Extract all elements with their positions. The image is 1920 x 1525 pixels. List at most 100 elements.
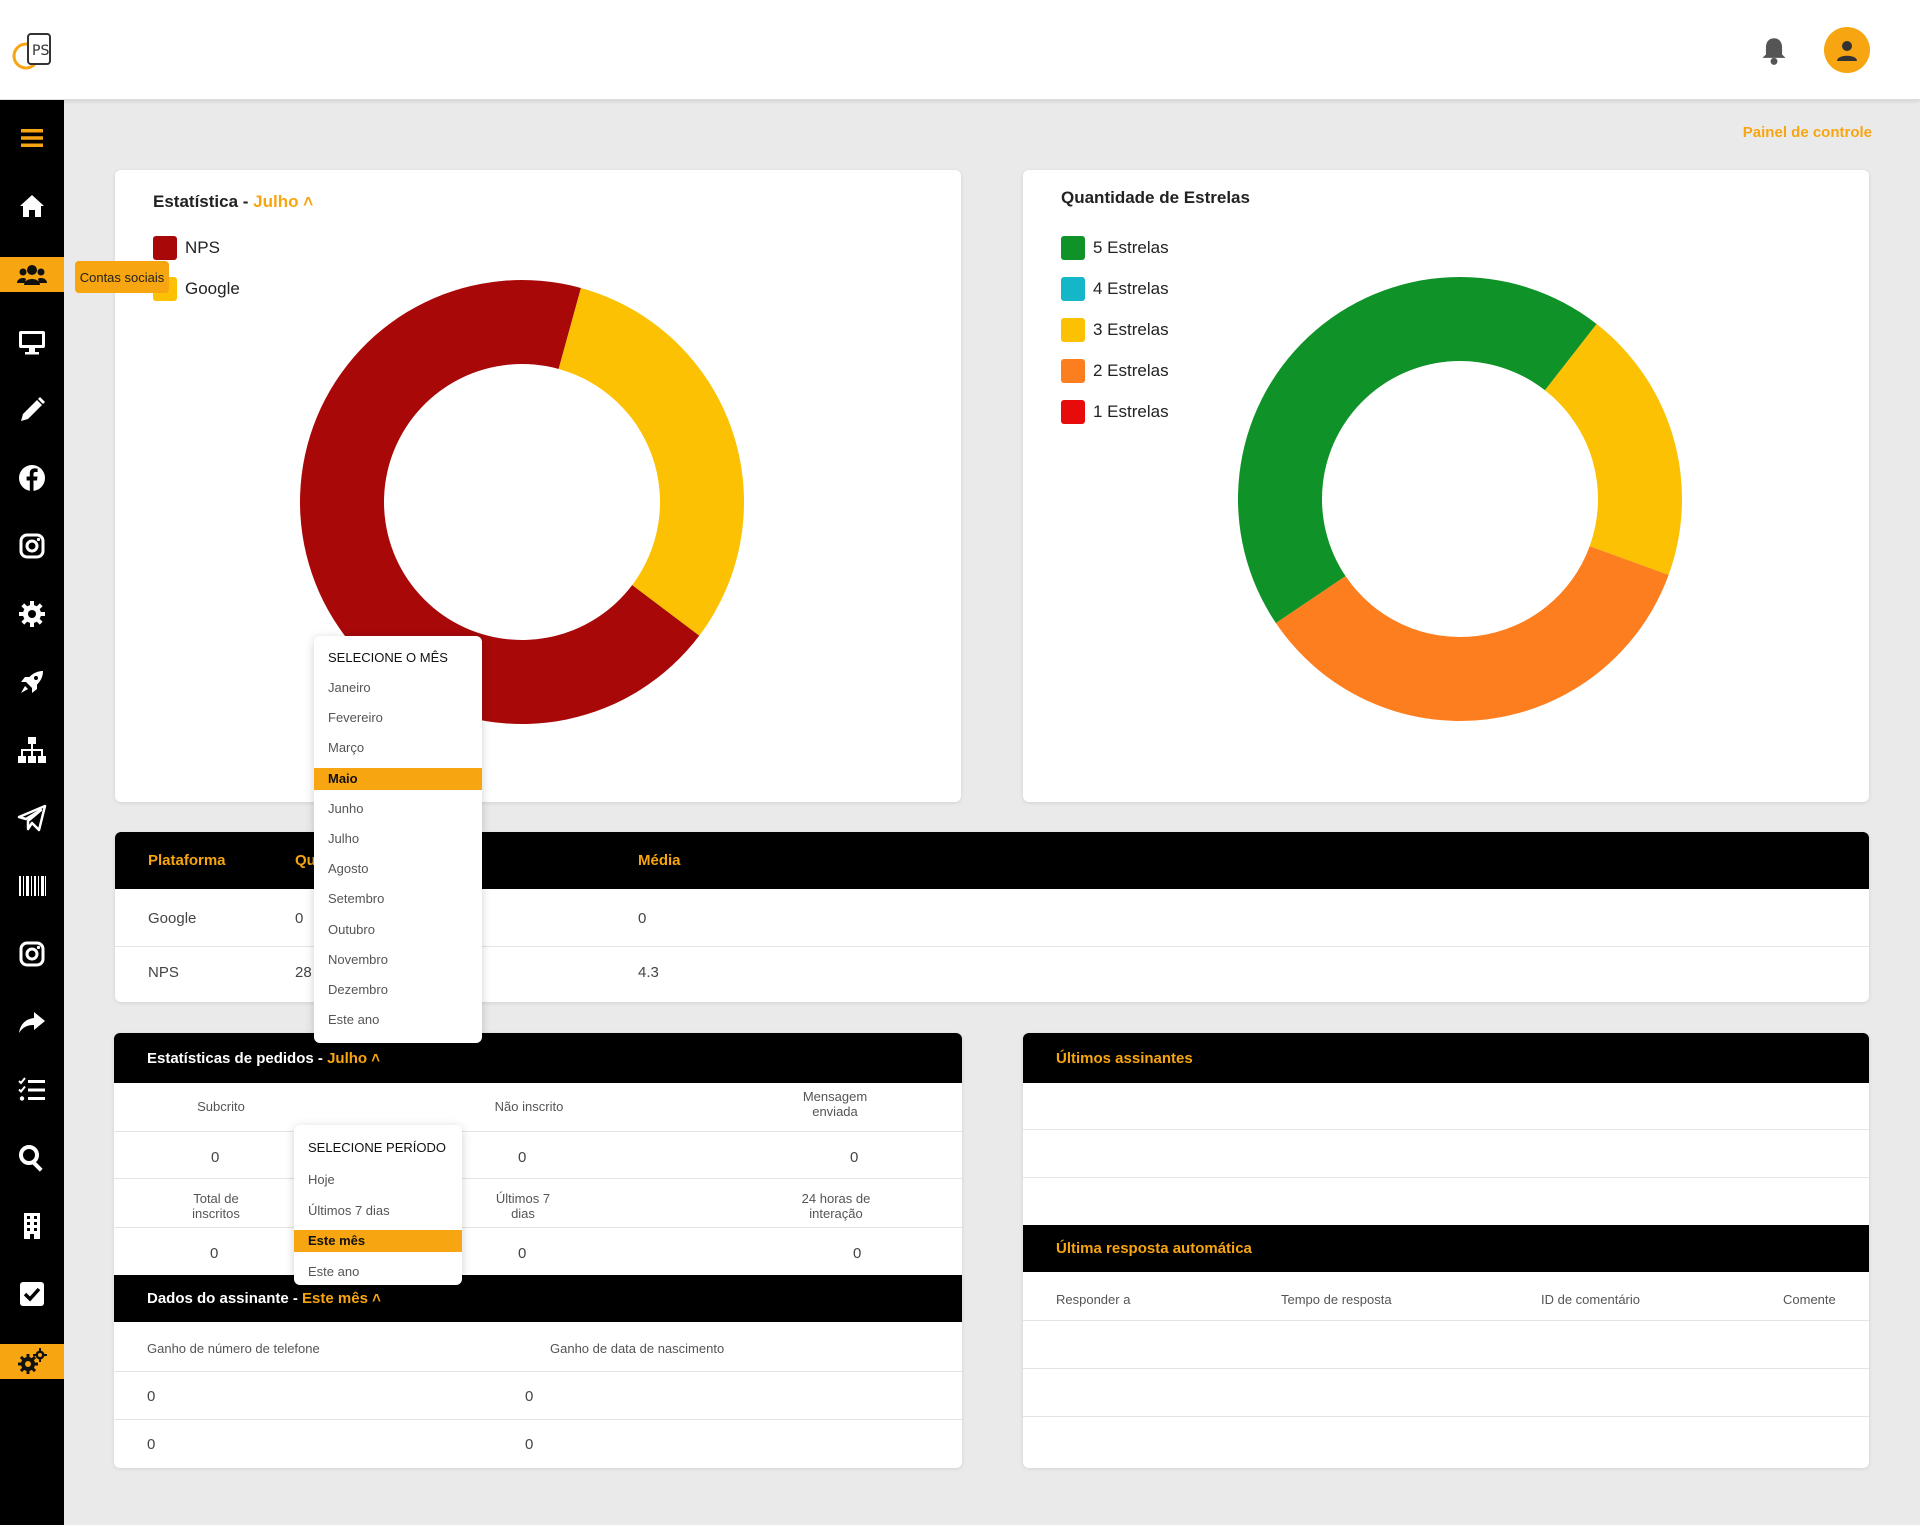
user-avatar[interactable] [1824,27,1870,73]
col-header-average: Média [638,852,681,869]
cell-quantity: 0 [295,910,304,927]
period-option-ultimos-7-dias[interactable]: Últimos 7 dias [308,1202,390,1218]
stats-month-label: Julho [253,192,299,211]
stars-card: Quantidade de Estrelas 5 Estrelas 4 Estr… [1023,170,1869,802]
monitor-icon[interactable] [0,324,64,360]
month-option-julho[interactable]: Julho [328,831,360,846]
legend-item-5-stars[interactable]: 5 Estrelas [1061,236,1169,260]
month-option-novembro[interactable]: Novembro [328,951,388,967]
donut-slice-5-estrelas[interactable] [1238,276,1597,624]
logo-text: PS [32,43,49,59]
row-divider [115,946,1869,947]
month-option-marco[interactable]: Março [328,740,365,756]
cell-phone-gain: 0 [147,1436,156,1453]
col-header-comment-id: ID de comentário [1541,1292,1640,1307]
label-last-7-days: Últimos 7 dias [495,1191,551,1221]
subscriber-period-toggle[interactable]: Este mês ˄ [302,1290,381,1307]
legend-item-4-stars[interactable]: 4 Estrelas [1061,277,1169,301]
latest-subscribers-header: Últimos assinantes [1023,1033,1869,1083]
donut-slice-google[interactable] [558,287,744,636]
orders-card: Estatísticas de pedidos - Julho ˄ Subcri… [114,1033,962,1468]
sidebar [0,100,64,1525]
instagram-icon[interactable] [0,936,64,972]
share-icon[interactable] [0,1004,64,1040]
subscriber-title: Dados do assinante - Este mês ˄ [147,1290,381,1307]
stats-title-label: Estatística - [153,192,254,211]
chevron-up-icon: ˄ [371,1050,380,1067]
facebook-icon[interactable] [0,460,64,496]
period-option-este-mes[interactable]: Este mês [294,1230,462,1252]
month-option-maio[interactable]: Maio [314,767,482,790]
pencil-icon[interactable] [0,392,64,428]
cell-average: 0 [638,910,647,927]
col-header-response-time: Tempo de resposta [1281,1292,1392,1307]
month-option-fevereiro[interactable]: Fevereiro [328,710,383,726]
gear-icon[interactable] [0,596,64,632]
tasks-icon[interactable] [0,1072,64,1108]
cell-phone-gain: 0 [147,1388,156,1405]
value-24h-interaction: 0 [853,1245,862,1262]
top-bar: PS [0,0,1920,100]
value-total-subscribers: 0 [210,1245,219,1262]
cell-platform: NPS [148,964,179,981]
month-option-junho[interactable]: Junho [328,800,364,816]
row-divider [114,1178,962,1179]
users-icon[interactable] [0,257,64,292]
col-header-reply-to: Responder a [1056,1292,1131,1307]
legend-item-nps[interactable]: NPS [153,236,220,260]
building-icon[interactable] [0,1208,64,1244]
subscriber-period-label: Este mês [302,1290,368,1307]
orders-month-toggle[interactable]: Julho ˄ [327,1050,380,1067]
orders-title: Estatísticas de pedidos - Julho ˄ [147,1050,380,1067]
month-dropdown: SELECIONE O MÊS Janeiro Fevereiro Março Mai… [314,636,482,1043]
rocket-icon[interactable] [0,664,64,700]
month-option-outubro[interactable]: Outubro [328,921,375,937]
paper-plane-icon[interactable] [0,800,64,836]
breadcrumb[interactable]: Painel de controle [1742,124,1872,141]
user-icon [1837,41,1857,61]
legend-swatch-5-stars [1061,236,1085,260]
chevron-up-icon: ˄ [303,192,314,211]
month-option-agosto[interactable]: Agosto [328,861,369,877]
subscriber-title-label: Dados do assinante - [147,1290,303,1307]
search-icon[interactable] [0,1140,64,1176]
month-option-dezembro[interactable]: Dezembro [328,982,388,997]
label-unsubscribed: Não inscrito [494,1099,564,1114]
cell-quantity: 28 [295,964,312,981]
cogs-icon[interactable] [0,1344,64,1379]
period-option-este-ano[interactable]: Este ano [308,1263,360,1279]
month-option-setembro[interactable]: Setembro [328,891,385,907]
period-option-hoje[interactable]: Hoje [308,1172,335,1187]
label-total-subscribers: Total de inscritos [192,1191,240,1221]
stars-title: Quantidade de Estrelas [1061,188,1250,207]
donut-slice-2-estrelas[interactable] [1275,546,1669,721]
orders-header: Estatísticas de pedidos - Julho ˄ [114,1033,962,1083]
sitemap-icon[interactable] [0,732,64,768]
legend-item-2-stars[interactable]: 2 Estrelas [1061,359,1169,383]
month-option-este-ano[interactable]: Este ano [328,1012,380,1028]
month-option-janeiro[interactable]: Janeiro [328,680,371,695]
menu-icon[interactable] [0,120,64,156]
legend-label-3-stars: 3 Estrelas [1093,320,1169,339]
check-square-icon[interactable] [0,1276,64,1312]
autoresponse-header: Última resposta automática [1023,1225,1869,1272]
col-header-platform: Plataforma [148,852,226,869]
legend-item-3-stars[interactable]: 3 Estrelas [1061,318,1169,342]
home-icon[interactable] [0,188,64,224]
sidebar-tooltip-overlay: Contas sociais [75,261,169,293]
barcode-icon[interactable] [0,868,64,904]
logo-icon[interactable]: PS [12,30,54,72]
col-header-phone-gain: Ganho de número de telefone [147,1341,320,1356]
period-dropdown-header: SELECIONE PERÍODO [308,1140,446,1155]
donut-slice-3-estrelas[interactable] [1544,324,1682,575]
notification-bell-icon[interactable] [1760,36,1788,66]
instagram-icon[interactable] [0,528,64,564]
legend-item-1-stars[interactable]: 1 Estrelas [1061,400,1169,424]
col-header-birthday-gain: Ganho de data de nascimento [550,1341,725,1356]
donut-slice-nps[interactable] [300,280,700,724]
cell-platform: Google [148,910,197,927]
value-last-7-days: 0 [518,1245,527,1262]
legend-label-google: Google [185,279,240,298]
period-dropdown: SELECIONE PERÍODO Hoje Últimos 7 dias Este… [294,1125,462,1285]
stats-month-toggle[interactable]: Julho ˄ [253,192,313,211]
